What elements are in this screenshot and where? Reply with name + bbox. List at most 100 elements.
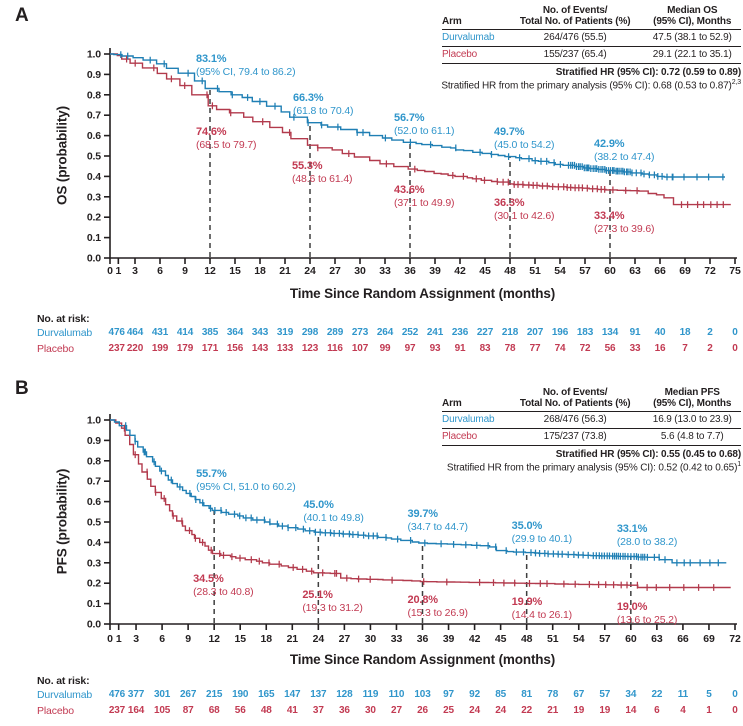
x-tick-label: 36 (404, 265, 416, 277)
x-tick-label: 45 (479, 265, 491, 277)
risk-value: 156 (226, 343, 244, 354)
x-tick-label: 51 (547, 633, 559, 645)
x-tick-label: 45 (495, 633, 507, 645)
risk-value: 67 (573, 689, 585, 700)
y-tick-label: 0.0 (87, 253, 101, 265)
km-annotation: 35.0% (29.9 to 40.1) (511, 519, 573, 545)
x-tick-label: 69 (703, 633, 715, 645)
risk-value: 19 (573, 705, 585, 716)
km-annotation: 34.5% (28.3 to 40.8) (193, 572, 254, 598)
x-tick-label: 33 (379, 265, 391, 277)
risk-value: 220 (126, 343, 144, 354)
km-annotation: 49.7% (45.0 to 54.2) (494, 125, 555, 151)
risk-value: 57 (599, 689, 611, 700)
footnote-superscript: 1 (737, 461, 741, 468)
x-tick-label: 27 (339, 633, 351, 645)
y-tick-label: 0.1 (87, 232, 101, 244)
risk-value: 105 (153, 705, 171, 716)
risk-value: 110 (388, 689, 405, 700)
risk-value: 171 (201, 343, 219, 354)
risk-value: 37 (312, 705, 324, 716)
risk-value: 0 (732, 327, 738, 338)
stratified-hr-line: Stratified HR (95% CI): 0.55 (0.45 to 0.… (555, 449, 741, 460)
risk-row-label: Durvalumab (37, 689, 93, 701)
risk-value: 385 (201, 327, 219, 338)
risk-value: 78 (504, 343, 516, 354)
y-axis-title-os: OS (probability) (54, 106, 70, 205)
risk-value: 26 (417, 705, 428, 716)
x-tick-label: 15 (229, 265, 241, 277)
hr-footnote: Stratified HR from the primary analysis … (441, 79, 741, 92)
risk-value: 264 (376, 327, 394, 338)
os-summary-table: Arm No. of Events/Total No. of Patients … (442, 4, 741, 64)
panel-label-a: A (15, 5, 29, 26)
risk-value: 137 (310, 689, 327, 700)
km-annotation: 55.7% (95% CI, 51.0 to 60.2) (196, 468, 296, 494)
x-tick-label: 12 (208, 633, 220, 645)
km-annotation: 33.1% (28.0 to 38.2) (616, 523, 678, 549)
risk-value: 0 (732, 343, 738, 354)
risk-value: 83 (479, 343, 491, 354)
risk-value: 364 (226, 327, 244, 338)
risk-value: 30 (364, 705, 376, 716)
risk-value: 36 (338, 705, 350, 716)
risk-value: 227 (476, 327, 494, 338)
median-cell: 5.6 (4.8 to 7.7) (643, 428, 741, 446)
y-tick-label: 0.3 (87, 557, 101, 569)
risk-value: 252 (401, 327, 419, 338)
table-row-durvalumab: Durvalumab 264/476 (55.5) 47.5 (38.1 to … (442, 29, 741, 47)
km-annotation: 19.9% (14.4 to 26.1) (511, 596, 573, 622)
risk-value: 476 (108, 327, 125, 338)
risk-value: 72 (579, 343, 591, 354)
risk-value: 107 (351, 343, 369, 354)
median-cell: 47.5 (38.1 to 52.9) (643, 29, 741, 47)
risk-value: 196 (551, 327, 569, 338)
km-annotation: 83.1% (95% CI, 79.4 to 86.2) (196, 53, 296, 79)
risk-value: 236 (451, 327, 469, 338)
risk-value: 27 (391, 705, 402, 716)
risk-value: 18 (679, 327, 691, 338)
risk-value: 24 (495, 705, 507, 716)
events-cell: 264/476 (55.5) (506, 29, 644, 47)
x-tick-label: 12 (204, 265, 216, 277)
risk-value: 92 (469, 689, 480, 700)
risk-value: 179 (176, 343, 194, 354)
x-tick-label: 36 (417, 633, 429, 645)
risk-value: 273 (351, 327, 369, 338)
y-tick-label: 0.7 (87, 476, 101, 488)
risk-value: 431 (151, 327, 169, 338)
x-tick-label: 24 (304, 265, 316, 277)
risk-value: 301 (153, 689, 171, 700)
y-tick-label: 0.4 (87, 537, 101, 549)
risk-value: 414 (176, 327, 194, 338)
x-tick-label: 66 (654, 265, 666, 277)
risk-value: 116 (327, 343, 343, 354)
x-tick-label: 30 (365, 633, 377, 645)
hr-footnote: Stratified HR from the primary analysis … (446, 461, 741, 474)
y-tick-label: 0.5 (87, 151, 101, 163)
risk-value: 298 (301, 327, 319, 338)
x-tick-label: 39 (443, 633, 455, 645)
x-axis-title-a: Time Since Random Assignment (months) (289, 286, 556, 301)
risk-row-label: Placebo (37, 705, 74, 717)
x-tick-label: 9 (185, 633, 191, 645)
risk-value: 16 (654, 343, 666, 354)
km-curve-durvalumab (110, 419, 727, 564)
stratified-hr-line: Stratified HR (95% CI): 0.72 (0.59 to 0.… (555, 67, 741, 78)
km-annotation: 19.0% (13.6 to 25.2) (616, 601, 678, 627)
y-tick-label: 0.4 (87, 171, 101, 183)
x-tick-label: 75 (729, 265, 741, 277)
y-tick-label: 1.0 (87, 49, 101, 61)
risk-value: 97 (443, 689, 454, 700)
km-panel-a: 1.00.90.80.70.60.50.40.30.20.10.00 1 3 6 9 12… (87, 48, 741, 277)
risk-value: 218 (501, 327, 519, 338)
km-annotation: 43.6% (37.1 to 49.9) (394, 184, 455, 210)
risk-row-label: Durvalumab (37, 327, 93, 339)
risk-value: 11 (677, 689, 689, 700)
risk-value: 87 (182, 705, 194, 716)
km-annotation: 74.6% (68.5 to 79.7) (196, 125, 257, 151)
km-panel-b: 1.00.90.80.70.60.50.40.30.20.10.00 1 3 6 9 12… (87, 414, 741, 645)
x-tick-label: 42 (454, 265, 466, 277)
x-tick-label: 6 (159, 633, 165, 645)
